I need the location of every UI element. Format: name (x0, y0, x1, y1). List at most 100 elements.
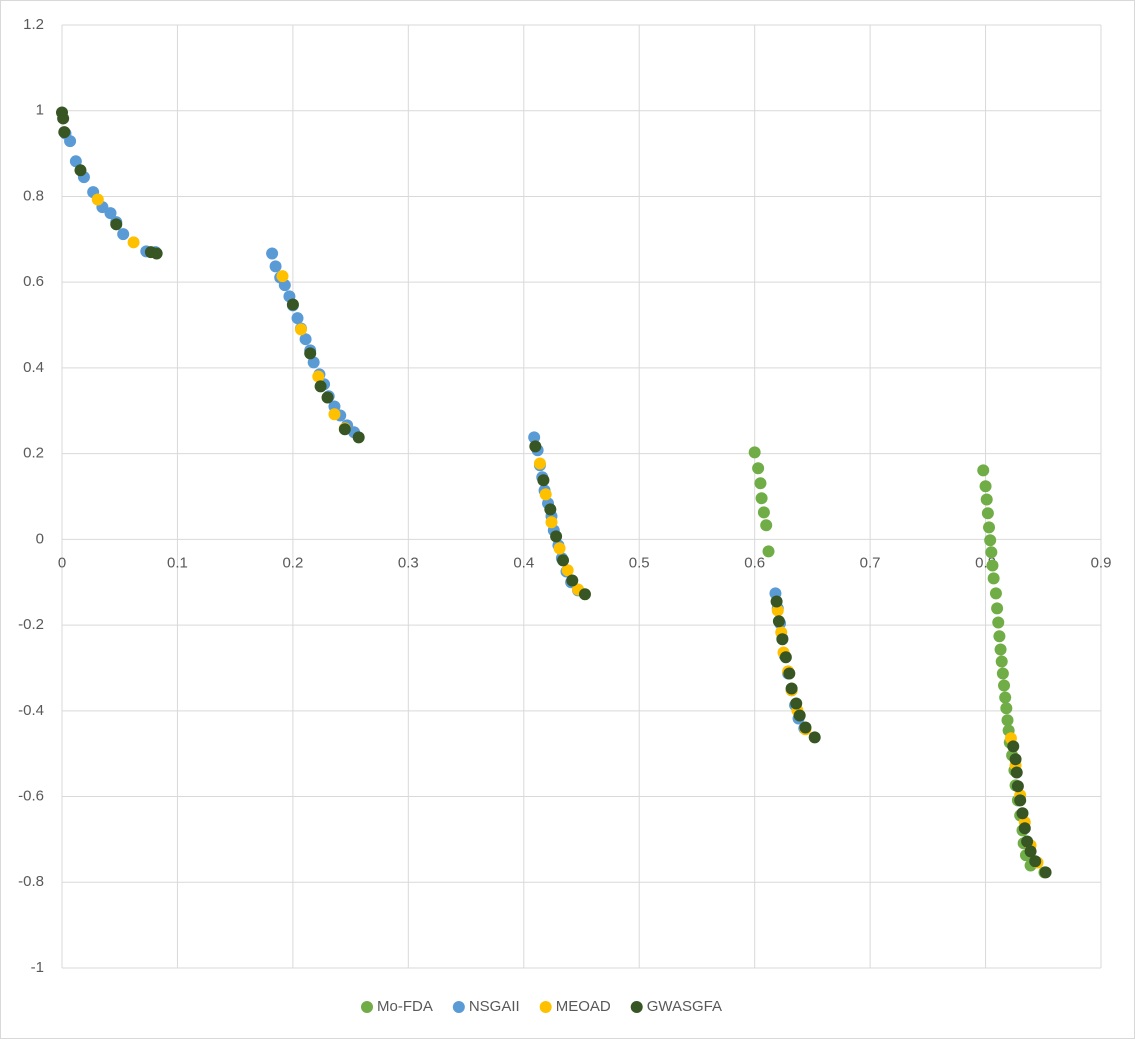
point (566, 574, 579, 587)
x-tick-label: 0 (58, 554, 66, 571)
point (1011, 780, 1024, 793)
y-tick-label: 1.2 (23, 16, 44, 33)
point (754, 477, 767, 490)
point (74, 164, 87, 177)
point (528, 431, 541, 444)
y-tick-label: 0 (36, 530, 44, 547)
point (760, 519, 773, 532)
point (783, 667, 796, 680)
y-tick-label: 0.2 (23, 445, 44, 462)
y-tick-label: -0.4 (18, 702, 44, 719)
point (985, 546, 998, 559)
point (994, 643, 1007, 656)
point (110, 218, 123, 231)
point (989, 587, 1002, 600)
point (993, 630, 1006, 643)
point (995, 655, 1008, 668)
point (117, 228, 130, 241)
y-tick-label: 0.8 (23, 187, 44, 204)
point (321, 391, 334, 404)
point (996, 667, 1009, 680)
legend-marker (539, 1001, 552, 1013)
point (1000, 702, 1013, 715)
point (266, 247, 279, 260)
point (550, 530, 563, 543)
point (779, 651, 792, 664)
point (352, 431, 365, 444)
y-tick-label: 1 (36, 102, 44, 119)
x-tick-label: 0.7 (860, 554, 881, 571)
point (127, 236, 140, 249)
point (808, 731, 821, 744)
point (338, 423, 351, 436)
point (770, 595, 783, 608)
x-tick-label: 0.1 (167, 554, 188, 571)
point (752, 462, 765, 475)
point (539, 488, 552, 501)
point (991, 602, 1004, 615)
point (984, 534, 997, 547)
point (529, 440, 542, 453)
legend-marker (360, 1001, 373, 1013)
point (776, 633, 789, 646)
point (757, 506, 770, 519)
point (57, 112, 70, 125)
legend: Mo-FDA NSGAII MEOAD GWASGFA (360, 998, 722, 1015)
y-tick-label: -1 (31, 959, 44, 976)
point (276, 270, 289, 283)
point (286, 298, 299, 311)
point (299, 333, 312, 346)
point (987, 572, 1000, 585)
point (755, 492, 768, 505)
point (772, 615, 785, 628)
point (1018, 822, 1031, 835)
legend-marker (452, 1001, 465, 1013)
point (762, 545, 775, 558)
point (304, 347, 317, 360)
point (799, 721, 812, 734)
point (544, 503, 557, 516)
point (578, 588, 591, 601)
x-tick-label: 0.2 (282, 554, 303, 571)
point (553, 542, 566, 555)
x-tick-label: 0.3 (398, 554, 419, 571)
point (785, 682, 798, 695)
point (1021, 835, 1034, 848)
point (561, 564, 574, 577)
point (1007, 740, 1020, 753)
legend-marker (630, 1001, 643, 1013)
y-tick-label: 0.6 (23, 273, 44, 290)
point (328, 408, 341, 421)
point (314, 380, 327, 393)
point (91, 193, 104, 206)
point (748, 446, 761, 459)
point (981, 507, 994, 520)
point (278, 279, 291, 292)
point (104, 207, 117, 220)
point (64, 135, 77, 148)
x-tick-label: 0.6 (744, 554, 765, 571)
point (307, 356, 320, 369)
point (979, 480, 992, 493)
point (790, 697, 803, 710)
y-tick-label: -0.2 (18, 616, 44, 633)
point (69, 155, 82, 168)
point (545, 516, 558, 529)
point (983, 521, 996, 534)
point (58, 126, 71, 139)
point (269, 260, 282, 273)
point (1029, 855, 1042, 868)
point (312, 370, 325, 383)
point (980, 493, 993, 506)
x-tick-label: 0.4 (513, 554, 534, 571)
point (1016, 807, 1029, 820)
point (1009, 753, 1022, 766)
point (537, 474, 550, 487)
point (533, 457, 546, 470)
y-tick-label: -0.6 (18, 788, 44, 805)
point (1001, 714, 1014, 727)
point (291, 312, 304, 325)
point (793, 709, 806, 722)
